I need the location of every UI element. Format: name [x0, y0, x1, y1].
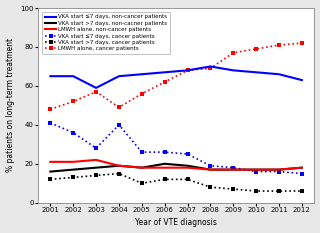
VKA start >7 days, non-cacner patients [231, 168, 235, 171]
VKA start ≤7 days, non-cancer patients [163, 71, 167, 74]
VKA start >7 days, non-cacner patients [71, 168, 75, 171]
VKA start ≤7 days, non-cancer patients [117, 75, 121, 78]
X-axis label: Year of VTE diagnosis: Year of VTE diagnosis [135, 219, 217, 227]
VKA start ≤7 days, non-cancer patients [186, 69, 189, 72]
VKA start >7 days, non-cacner patients [209, 168, 212, 171]
VKA start >7 days, cancer patients [209, 186, 212, 188]
VKA start ≤7 days, non-cancer patients [94, 86, 98, 89]
VKA start ≤7 days, non-cancer patients [300, 79, 304, 82]
Line: VKA start ≤7 days, non-cancer patients: VKA start ≤7 days, non-cancer patients [50, 66, 302, 88]
VKA start ≤7 days, non-cancer patients [71, 75, 75, 78]
VKA start ≤7 days, cancer patients [48, 122, 52, 124]
VKA start ≤7 days, non-cancer patients [140, 73, 144, 76]
LMWH alone, cancer patients [254, 48, 258, 50]
Line: VKA start >7 days, non-cacner patients: VKA start >7 days, non-cacner patients [50, 164, 302, 171]
LMWH alone, non-cancer patients [186, 166, 189, 169]
VKA start ≤7 days, cancer patients [254, 170, 258, 173]
Line: VKA start ≤7 days, cancer patients: VKA start ≤7 days, cancer patients [48, 121, 304, 176]
LMWH alone, non-cancer patients [300, 166, 304, 169]
LMWH alone, cancer patients [277, 44, 281, 46]
VKA start >7 days, non-cacner patients [300, 166, 304, 169]
VKA start ≤7 days, cancer patients [71, 131, 75, 134]
VKA start >7 days, cancer patients [71, 176, 75, 179]
Line: LMWH alone, non-cancer patients: LMWH alone, non-cancer patients [50, 160, 302, 170]
LMWH alone, cancer patients [48, 108, 52, 111]
VKA start ≤7 days, cancer patients [140, 151, 144, 154]
VKA start ≤7 days, cancer patients [117, 123, 121, 126]
LMWH alone, non-cancer patients [94, 158, 98, 161]
LMWH alone, cancer patients [163, 81, 167, 83]
Line: LMWH alone, cancer patients: LMWH alone, cancer patients [48, 41, 304, 111]
VKA start ≤7 days, non-cancer patients [231, 69, 235, 72]
LMWH alone, cancer patients [209, 67, 212, 70]
VKA start >7 days, cancer patients [277, 190, 281, 192]
LMWH alone, cancer patients [186, 69, 189, 72]
VKA start >7 days, non-cacner patients [163, 162, 167, 165]
VKA start >7 days, cancer patients [163, 178, 167, 181]
VKA start >7 days, cancer patients [300, 190, 304, 192]
VKA start >7 days, cancer patients [186, 178, 189, 181]
LMWH alone, non-cancer patients [117, 164, 121, 167]
VKA start >7 days, cancer patients [48, 178, 52, 181]
Legend: VKA start ≤7 days, non-cancer patients, VKA start >7 days, non-cacner patients, : VKA start ≤7 days, non-cancer patients, … [42, 12, 170, 54]
VKA start ≤7 days, cancer patients [186, 153, 189, 155]
VKA start ≤7 days, cancer patients [231, 166, 235, 169]
LMWH alone, non-cancer patients [140, 166, 144, 169]
VKA start ≤7 days, cancer patients [94, 147, 98, 150]
Line: VKA start >7 days, cancer patients: VKA start >7 days, cancer patients [48, 171, 304, 193]
VKA start >7 days, non-cacner patients [94, 166, 98, 169]
LMWH alone, cancer patients [71, 100, 75, 103]
LMWH alone, non-cancer patients [277, 168, 281, 171]
Y-axis label: % patients on long-term treatment: % patients on long-term treatment [5, 38, 14, 172]
LMWH alone, non-cancer patients [254, 168, 258, 171]
LMWH alone, non-cancer patients [71, 161, 75, 163]
LMWH alone, cancer patients [117, 106, 121, 109]
VKA start >7 days, non-cacner patients [186, 164, 189, 167]
VKA start ≤7 days, non-cancer patients [277, 73, 281, 76]
LMWH alone, non-cancer patients [48, 161, 52, 163]
VKA start ≤7 days, cancer patients [163, 151, 167, 154]
VKA start >7 days, non-cacner patients [48, 170, 52, 173]
VKA start ≤7 days, cancer patients [277, 170, 281, 173]
LMWH alone, non-cancer patients [231, 168, 235, 171]
VKA start ≤7 days, cancer patients [300, 172, 304, 175]
LMWH alone, cancer patients [94, 90, 98, 93]
VKA start ≤7 days, non-cancer patients [48, 75, 52, 78]
VKA start >7 days, cancer patients [254, 190, 258, 192]
LMWH alone, cancer patients [300, 42, 304, 45]
VKA start ≤7 days, non-cancer patients [254, 71, 258, 74]
LMWH alone, cancer patients [140, 92, 144, 95]
VKA start >7 days, non-cacner patients [277, 168, 281, 171]
VKA start >7 days, non-cacner patients [117, 164, 121, 167]
VKA start >7 days, non-cacner patients [254, 168, 258, 171]
VKA start ≤7 days, non-cancer patients [209, 65, 212, 68]
VKA start >7 days, cancer patients [140, 182, 144, 185]
VKA start >7 days, cancer patients [117, 172, 121, 175]
VKA start ≤7 days, cancer patients [209, 164, 212, 167]
VKA start >7 days, cancer patients [231, 188, 235, 191]
VKA start >7 days, non-cacner patients [140, 166, 144, 169]
LMWH alone, cancer patients [231, 51, 235, 54]
LMWH alone, non-cancer patients [163, 166, 167, 169]
VKA start >7 days, cancer patients [94, 174, 98, 177]
LMWH alone, non-cancer patients [209, 168, 212, 171]
